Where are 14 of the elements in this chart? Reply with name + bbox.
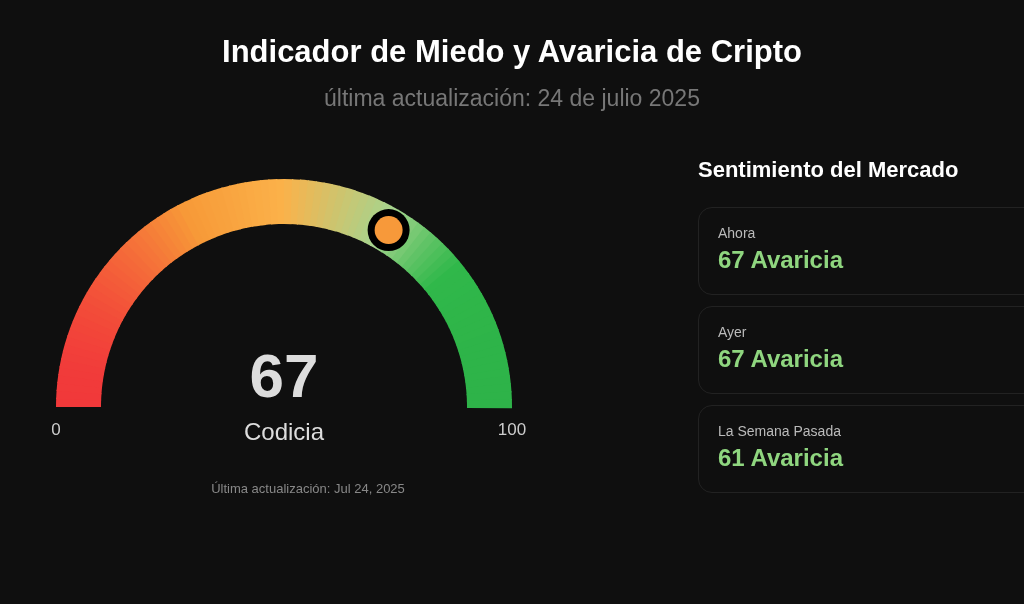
category-label: Codicia (243, 418, 325, 446)
text: 61 Avaricia (718, 444, 843, 471)
data-label: 67 (249, 339, 319, 411)
text: Última actualización: Jul 24, 2025 (211, 480, 405, 496)
text: Sentimiento del Mercado (698, 157, 960, 183)
text: 67 Avaricia (718, 246, 843, 273)
category-label: Ayer (718, 323, 748, 340)
text: última actualización: 24 de julio 2025 (323, 85, 701, 112)
category-label: La Semana Pasada (718, 422, 842, 439)
text: 100 (497, 420, 527, 440)
text: Indicador de Miedo y Avaricia de Cripto (221, 34, 803, 70)
text: 67 Avaricia (718, 345, 843, 372)
category-label: Ahora (718, 224, 757, 241)
text: 0 (51, 420, 61, 440)
